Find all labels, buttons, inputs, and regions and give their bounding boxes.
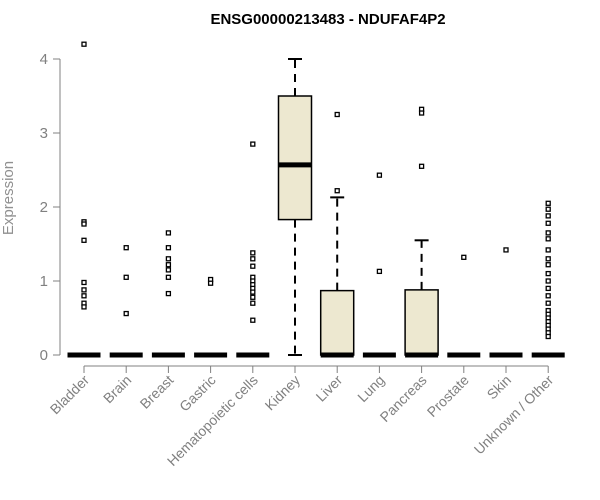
outlier-point	[545, 262, 551, 268]
outlier-point	[165, 262, 172, 268]
outlier-point	[165, 274, 172, 280]
outlier-point	[545, 333, 551, 340]
outlier-point	[165, 230, 172, 236]
y-tick-label: 3	[40, 125, 48, 142]
x-tick-label: Skin	[484, 372, 515, 403]
outlier-point	[250, 256, 256, 262]
outlier-point	[81, 279, 87, 286]
outlier-point	[545, 285, 551, 292]
outlier-point	[81, 287, 87, 293]
box-iqr	[319, 289, 355, 356]
x-tick-label: Breast	[137, 372, 177, 412]
outlier-point	[250, 263, 256, 269]
x-tick-label: Pancreas	[377, 372, 430, 425]
outlier-point	[81, 41, 87, 47]
y-axis-label: Expression	[0, 161, 17, 235]
outlier-point	[545, 220, 551, 226]
y-tick-label: 1	[40, 273, 48, 290]
outlier-point	[334, 188, 340, 194]
outlier-point	[81, 304, 87, 310]
x-tick-label: Prostate	[424, 372, 472, 420]
y-tick-label: 4	[40, 51, 48, 68]
x-tick-label: Bladder	[47, 372, 93, 418]
outlier-point	[545, 213, 551, 219]
outlier-point	[545, 206, 551, 212]
outlier-point	[250, 300, 256, 306]
outlier-point	[81, 293, 87, 299]
outlier-point	[545, 230, 551, 236]
outlier-point	[250, 294, 256, 300]
box-iqr	[404, 289, 439, 356]
outlier-point	[545, 300, 551, 306]
outliers-group	[81, 41, 551, 340]
outlier-point	[250, 141, 256, 147]
x-tick-label: Brain	[100, 372, 134, 406]
outlier-point	[165, 267, 172, 273]
outlier-point	[418, 163, 425, 169]
x-tick-label: Lung	[354, 372, 387, 405]
outlier-point	[123, 274, 129, 280]
outlier-point	[545, 256, 551, 262]
outlier-point	[250, 289, 256, 295]
outlier-point	[545, 278, 551, 284]
outlier-point	[545, 236, 551, 242]
outlier-point	[545, 200, 551, 206]
outlier-point	[81, 237, 87, 243]
outlier-point	[250, 250, 256, 256]
outlier-point	[165, 290, 172, 297]
x-tick-label: Liver	[313, 372, 346, 405]
outlier-point	[123, 310, 129, 317]
outlier-point	[418, 110, 425, 116]
y-tick-label: 0	[40, 347, 48, 364]
outlier-point	[545, 270, 551, 277]
outlier-point	[250, 317, 256, 323]
y-tick-label: 2	[40, 199, 48, 216]
outlier-point	[376, 268, 383, 275]
outlier-point	[461, 254, 467, 260]
x-tick-label: Kidney	[262, 372, 304, 414]
outlier-point	[376, 172, 383, 178]
outlier-point	[165, 245, 172, 251]
x-tick-label: Unknown / Other	[471, 372, 557, 458]
outlier-point	[207, 280, 214, 286]
outlier-point	[503, 247, 509, 253]
chart-title: ENSG00000213483 - NDUFAF4P2	[210, 11, 445, 28]
box-iqr	[277, 95, 313, 221]
outlier-point	[81, 221, 87, 227]
outlier-point	[334, 111, 340, 118]
outlier-point	[545, 293, 551, 299]
boxes-group	[67, 58, 565, 358]
outlier-point	[545, 247, 551, 253]
outlier-point	[165, 256, 172, 262]
outlier-point	[123, 245, 129, 251]
